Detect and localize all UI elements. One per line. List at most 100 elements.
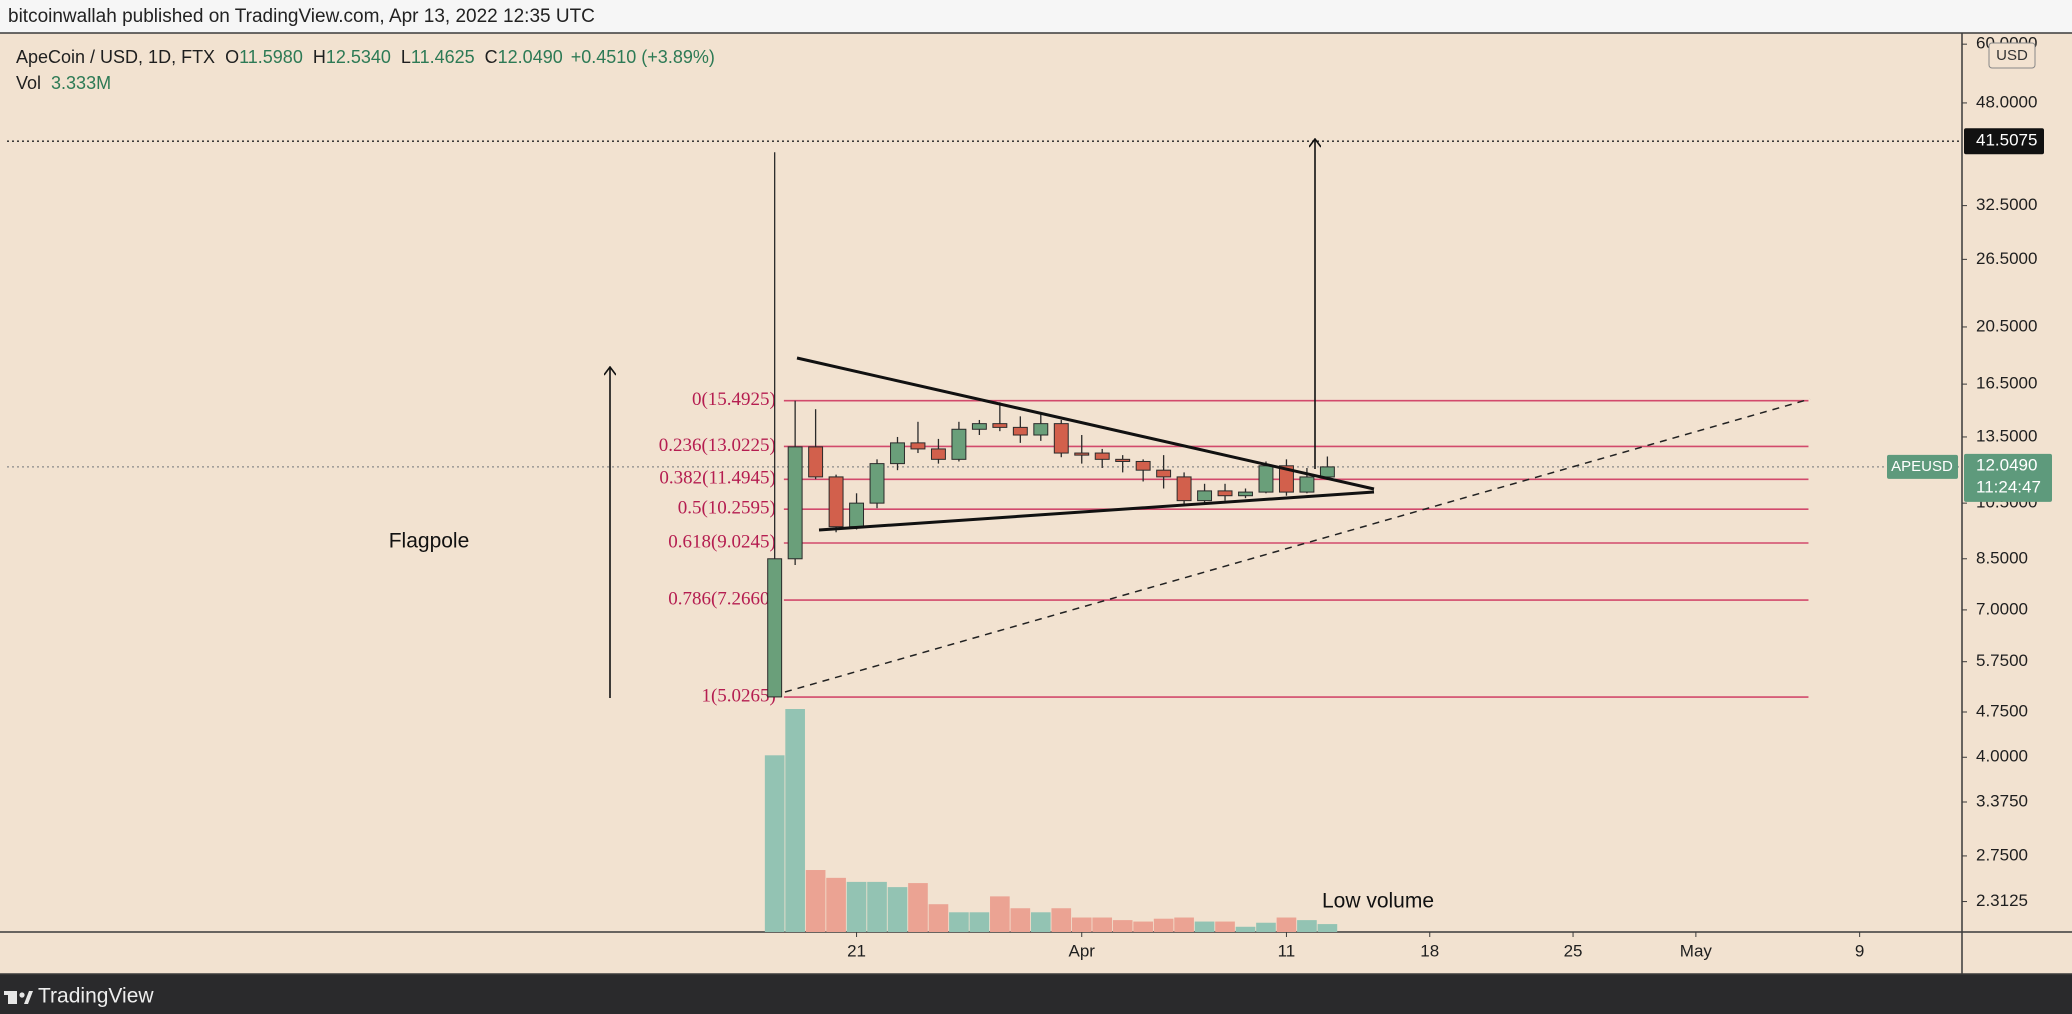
candle-body	[869, 463, 885, 504]
fib-label: 0.236(13.0225)	[659, 435, 776, 456]
fib-label: 0.786(7.2660)	[668, 588, 776, 609]
logo-part	[19, 992, 25, 998]
candle-body	[890, 442, 905, 465]
volume-bar	[1235, 926, 1256, 932]
countdown-label: 11:24:47	[1976, 477, 2041, 496]
volume-bar	[867, 881, 887, 932]
y-tick-label: 4.7500	[1976, 701, 2028, 720]
y-tick-label: 3.3750	[1976, 791, 2028, 810]
candle-body	[910, 442, 926, 450]
volume-bar	[826, 877, 846, 932]
symbol-box	[1887, 454, 1958, 479]
y-tick-label: 20.5000	[1976, 316, 2037, 335]
volume-bar	[1194, 921, 1215, 932]
y-tick-label: 2.3125	[1976, 891, 2028, 910]
fib-label: 0.618(9.0245)	[668, 531, 776, 552]
plot-area: 0(15.4925) 0.236(13.0225) 0.382(11.4945) 0.…	[7, 139, 1962, 932]
y-tick-label: 7.0000	[1976, 599, 2028, 618]
candle-body	[1278, 465, 1294, 493]
x-tick-label: May	[1680, 941, 1713, 960]
legend-line: ApeCoin / USD, 1D, FTX O11.5980 H12.5340 L1…	[16, 47, 715, 67]
volume-bar	[1297, 920, 1317, 932]
overlay: ApeCoin / USD, 1D, FTX O11.5980 H12.5340 L1…	[16, 34, 2052, 960]
last-price-box	[1964, 453, 2052, 502]
y-tick-label: 48.0000	[1976, 92, 2037, 111]
volume-bar	[949, 912, 969, 932]
x-tick-label: 21	[847, 941, 866, 960]
logo-part	[4, 991, 17, 995]
candle-body	[1135, 460, 1151, 471]
annotation: Low volume	[1322, 890, 1434, 913]
volume-bar	[1256, 922, 1276, 932]
y-tick-label: 4.0000	[1976, 747, 2028, 766]
volume-bar	[846, 881, 867, 932]
volume-bar	[1153, 918, 1174, 932]
candle-body	[787, 446, 803, 560]
legend-value: 12.5340	[326, 47, 391, 67]
fib-label: 1(5.0265)	[701, 685, 775, 706]
volume-bar	[1276, 917, 1297, 932]
volume-bar	[1317, 924, 1338, 932]
candle-body	[828, 476, 844, 528]
pennant-lower	[818, 490, 1375, 532]
candle-body	[808, 446, 824, 478]
volume-bar	[1174, 917, 1194, 932]
candle-body	[1176, 476, 1192, 502]
volume-bar	[785, 709, 805, 932]
volume-bar	[990, 896, 1010, 932]
candle-body	[1115, 458, 1131, 462]
candle-body	[951, 428, 967, 460]
candle-body	[849, 502, 865, 528]
footer-logo	[4, 991, 33, 1004]
volume-bar	[1215, 921, 1235, 932]
logo-part	[24, 991, 33, 1004]
volume-bar	[1092, 917, 1113, 932]
footer-brand: TradingView	[38, 985, 154, 1008]
candle-body	[1094, 452, 1110, 460]
volume-bar	[1071, 917, 1092, 932]
candle-body	[1319, 466, 1335, 478]
chart-background	[0, 33, 2072, 974]
y-tick-label: 13.5000	[1976, 426, 2037, 445]
y-tick-label: 5.7500	[1976, 651, 2028, 670]
legend-key: L	[401, 47, 411, 67]
candle-body	[1033, 423, 1049, 436]
legend-line: Vol 3.333M	[16, 73, 111, 93]
y-tick-label: 16.5000	[1976, 374, 2037, 393]
candle-body	[1074, 452, 1090, 456]
candle-body	[1012, 426, 1028, 436]
volume-bar	[887, 887, 908, 932]
y-tick-label: 2.7500	[1976, 845, 2028, 864]
y-tick-label: 26.5000	[1976, 249, 2037, 268]
legend-volume-value: 3.333M	[51, 73, 111, 93]
x-tick-label: 9	[1855, 941, 1864, 960]
candle-body	[1197, 490, 1213, 502]
volume-bar	[1051, 908, 1072, 932]
fib-label: 0(15.4925)	[692, 389, 776, 410]
volume-bar	[764, 755, 785, 932]
last-price-label: 12.0490	[1976, 455, 2037, 474]
dashed-trend-line	[784, 398, 1811, 693]
volume-bar	[1030, 912, 1051, 932]
logo-part	[8, 991, 17, 1004]
candle-body	[1217, 490, 1233, 497]
volume-bar	[1112, 920, 1133, 932]
target-price-label: 41.5075	[1976, 131, 2037, 150]
legend-symbol: ApeCoin / USD, 1D, FTX	[16, 47, 215, 67]
volume-bar	[1133, 921, 1153, 932]
x-tick-label: 18	[1420, 941, 1439, 960]
candle-body	[971, 423, 987, 430]
x-tick-label: Apr	[1069, 941, 1096, 960]
candle-body	[1299, 476, 1315, 493]
target-price-box	[1964, 128, 2044, 155]
unit-box	[1988, 42, 2036, 69]
header-bar	[0, 0, 2072, 33]
y-tick-label: 32.5000	[1976, 195, 2037, 214]
legend-value: 11.5980	[239, 47, 303, 67]
legend-change: +0.4510 (+3.89%)	[571, 47, 715, 67]
fib-label: 0.382(11.4945)	[659, 468, 775, 489]
pennant-upper	[796, 356, 1375, 491]
fib-label: 0.5(10.2595)	[678, 498, 776, 519]
legend-key: H	[313, 47, 326, 67]
